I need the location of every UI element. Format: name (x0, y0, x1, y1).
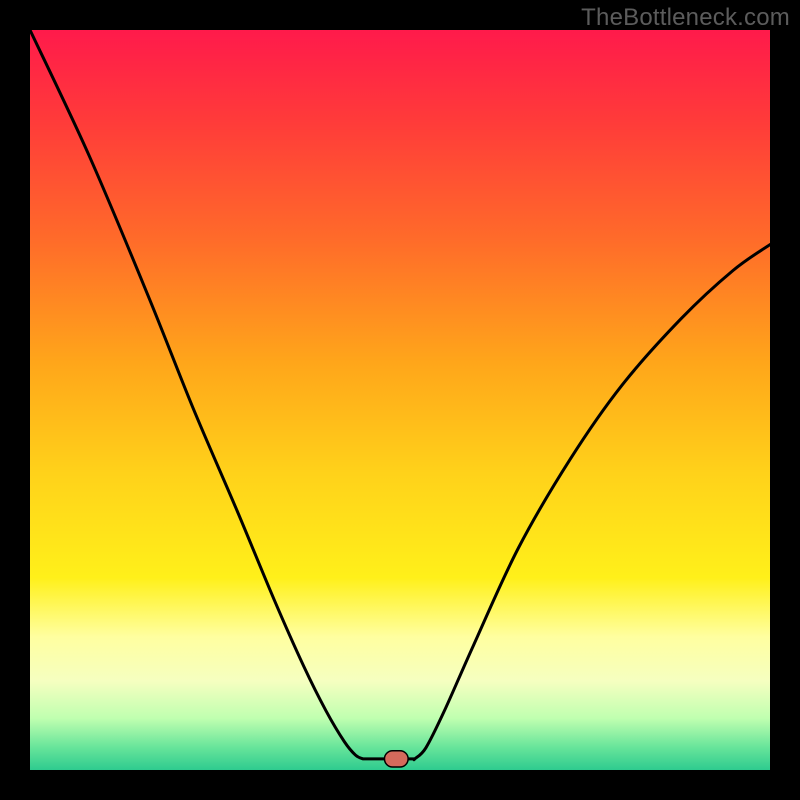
bottleneck-chart (0, 0, 800, 800)
optimal-point-marker (384, 751, 408, 767)
watermark-text: TheBottleneck.com (581, 4, 790, 32)
chart-wrapper: TheBottleneck.com (0, 0, 800, 800)
